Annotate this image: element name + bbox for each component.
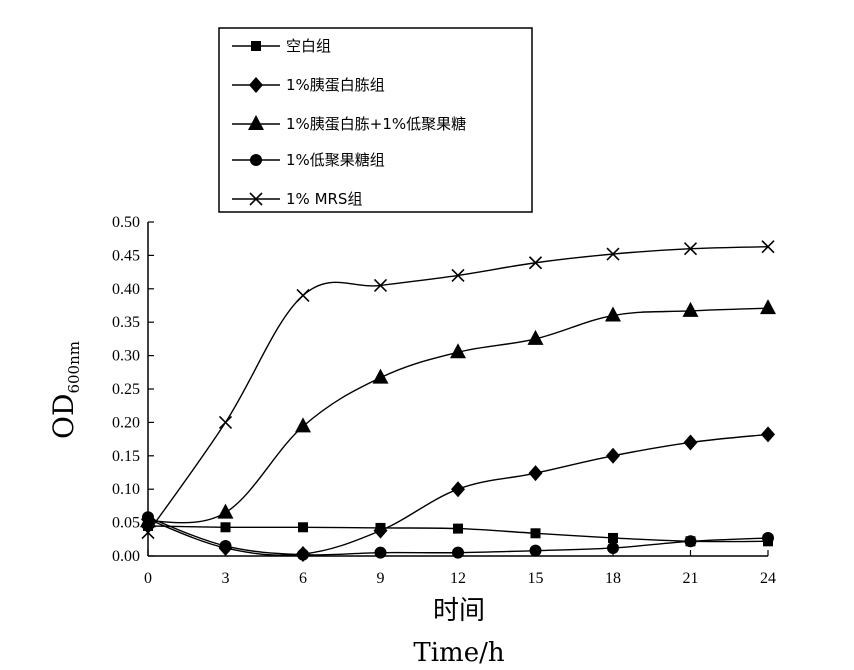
y-tick-label: 0.15	[112, 448, 140, 465]
legend-marker-triangle	[248, 115, 264, 130]
y-tick-label: 0.05	[112, 515, 140, 532]
data-point-diamond	[761, 426, 775, 443]
data-point-circle	[529, 544, 542, 557]
legend-label: 1%低聚果糖组	[286, 151, 385, 169]
data-point-diamond	[683, 434, 698, 451]
series-layer	[140, 240, 776, 562]
data-point-square	[220, 522, 231, 533]
legend-label: 1%胰蛋白胨组	[286, 76, 385, 94]
x-axis-title-cn: 时间	[433, 596, 485, 626]
y-axis-title-subscript: 600nm	[65, 341, 83, 394]
x-tick-label: 21	[683, 570, 699, 587]
data-point-triangle	[450, 343, 466, 359]
legend-label: 空白组	[286, 37, 331, 55]
y-tick-label: 0.20	[112, 414, 140, 431]
data-point-circle	[142, 511, 154, 524]
x-tick-label: 18	[605, 570, 621, 587]
data-point-diamond	[373, 522, 388, 539]
legend-marker-diamond	[249, 77, 263, 93]
legend-entry: 1% MRS组	[232, 190, 362, 208]
x-tick-label: 24	[760, 570, 776, 587]
y-axis-title-main: OD	[47, 394, 80, 439]
data-point-circle	[452, 546, 464, 559]
data-point-square	[530, 528, 541, 539]
legend-marker-x	[249, 192, 263, 206]
data-point-circle	[297, 548, 309, 561]
y-tick-label: 0.45	[112, 247, 140, 264]
series-x	[141, 240, 775, 540]
data-point-triangle	[760, 299, 776, 315]
series-line	[147, 246, 769, 534]
data-point-x	[528, 256, 543, 270]
x-tick-label: 15	[528, 570, 544, 587]
y-tick-label: 0.40	[112, 281, 140, 298]
data-point-triangle	[605, 306, 621, 322]
data-point-diamond	[451, 481, 465, 498]
y-ticks: 0.00 0.05 0.10 0.15 0.20 0.25 0.30 0.35 0.40 0.45…	[112, 214, 154, 565]
y-tick-label: 0.10	[112, 481, 140, 498]
data-point-triangle	[372, 368, 389, 384]
legend: 空白组 1%胰蛋白胨组 1%胰蛋白胨+1%低聚果糖 1%低聚果糖组 1% MRS组	[218, 27, 533, 213]
data-point-diamond	[528, 465, 543, 482]
data-point-x	[218, 415, 233, 429]
legend-entry: 空白组	[232, 37, 331, 55]
data-point-circle	[762, 531, 774, 544]
series-line	[147, 307, 769, 524]
x-tick-label: 0	[144, 570, 152, 587]
data-point-x	[606, 247, 620, 261]
data-point-circle	[374, 546, 387, 559]
data-point-square	[453, 523, 463, 534]
data-point-triangle	[527, 329, 544, 345]
legend-items: 空白组 1%胰蛋白胨组 1%胰蛋白胨+1%低聚果糖 1%低聚果糖组 1% MRS组	[232, 37, 466, 208]
legend-entry: 1%胰蛋白胨+1%低聚果糖	[232, 115, 466, 133]
x-axis-title-en: Time/h	[413, 638, 504, 668]
legend-marker-square	[251, 41, 261, 51]
data-point-triangle	[682, 301, 699, 317]
y-tick-label: 0.30	[112, 348, 140, 365]
data-point-x	[683, 242, 698, 256]
data-point-circle	[607, 541, 619, 554]
data-point-x	[761, 240, 775, 254]
legend-entry: 1%胰蛋白胨组	[232, 76, 385, 94]
legend-box	[218, 27, 533, 213]
legend-label: 1% MRS组	[286, 190, 362, 208]
x-tick-label: 12	[450, 570, 466, 587]
x-tick-label: 3	[222, 570, 230, 587]
data-point-triangle	[295, 417, 311, 433]
legend-marker-circle	[250, 154, 262, 166]
x-tick-label: 9	[377, 570, 385, 587]
data-point-diamond	[606, 447, 620, 464]
data-point-triangle	[217, 503, 234, 519]
data-point-circle	[684, 535, 697, 548]
data-point-x	[141, 526, 155, 540]
legend-entry: 1%低聚果糖组	[232, 151, 385, 169]
axes: 0.00 0.05 0.10 0.15 0.20 0.25 0.30 0.35 0.40 0.45…	[112, 214, 776, 587]
y-tick-label: 0.50	[112, 214, 140, 231]
legend-label: 1%胰蛋白胨+1%低聚果糖	[286, 115, 466, 133]
y-axis-title: OD600nm	[47, 341, 83, 439]
series-circle	[142, 511, 774, 561]
data-point-square	[608, 532, 618, 543]
data-point-square	[298, 522, 308, 533]
data-point-circle	[219, 539, 232, 552]
x-tick-label: 6	[299, 570, 307, 587]
y-tick-label: 0.25	[112, 381, 140, 398]
data-point-x	[296, 288, 310, 303]
y-tick-label: 0.00	[112, 548, 140, 565]
data-point-x	[373, 278, 388, 293]
data-point-x	[451, 268, 465, 283]
y-tick-label: 0.35	[112, 314, 140, 331]
